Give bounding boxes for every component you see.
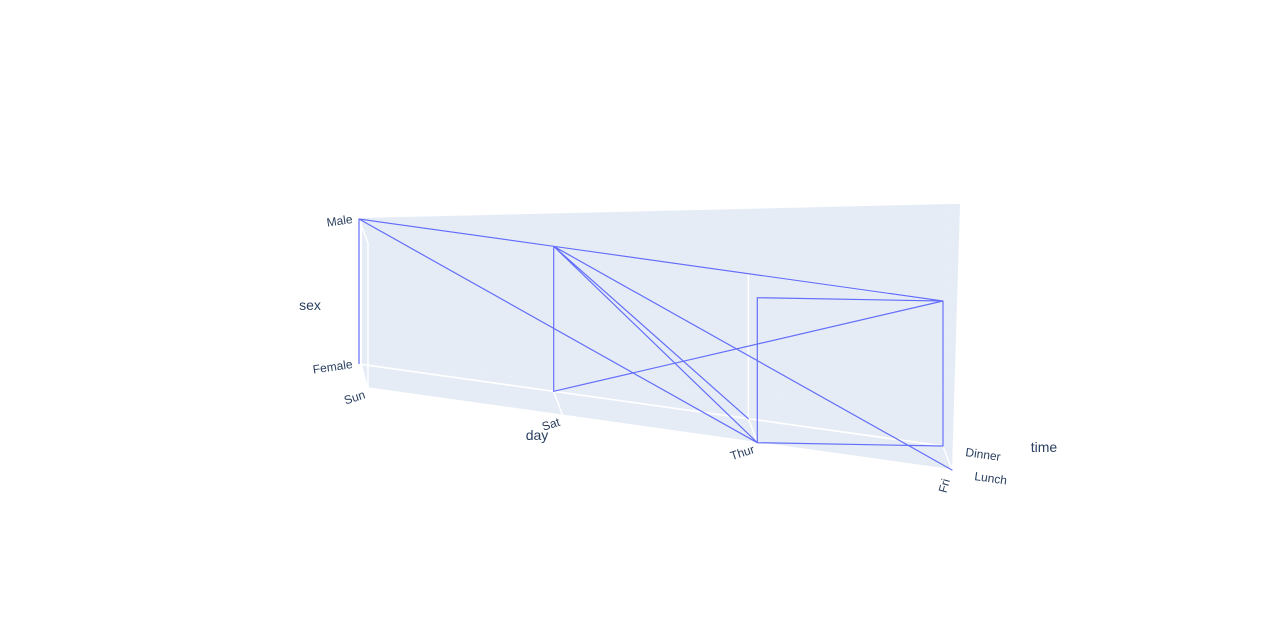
y-tick-label: Lunch (974, 469, 1008, 487)
x-tick-label: Sun (342, 388, 367, 408)
y-axis-title: time (1031, 439, 1058, 455)
x-tick-label: Thur (728, 442, 756, 463)
z-axis-title: sex (299, 297, 321, 313)
z-tick-label: Male (326, 212, 354, 230)
x-tick-label: Fri (936, 477, 953, 494)
y-tick-label: Dinner (965, 445, 1002, 464)
z-tick-label: Female (312, 357, 354, 376)
x-axis-title: day (526, 427, 549, 443)
